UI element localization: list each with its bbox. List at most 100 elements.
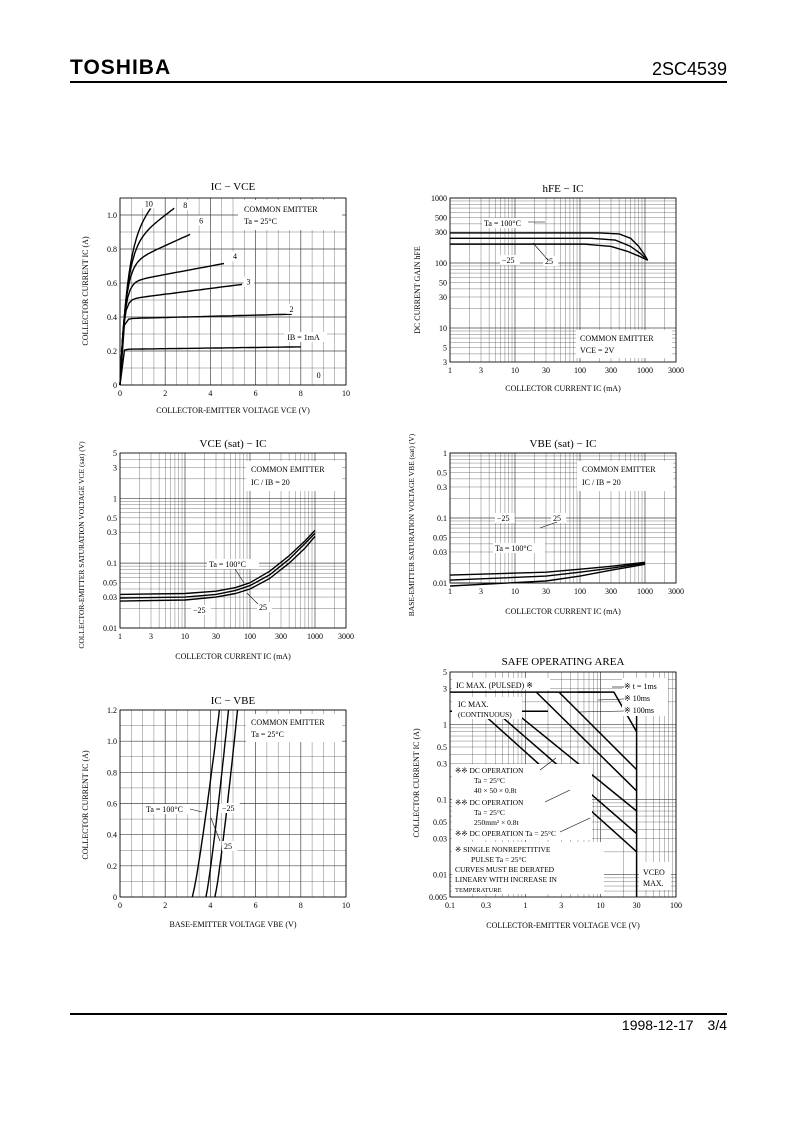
icvbe-title: IC − VBE bbox=[211, 695, 256, 707]
soa-ann-bg-5 bbox=[639, 862, 671, 890]
icvce-ytick-1: 0.2 bbox=[107, 347, 117, 356]
icvce-label-bg-3 bbox=[230, 251, 241, 262]
hfe-xtick-2: 10 bbox=[511, 366, 519, 375]
vbe-xtick-1: 3 bbox=[479, 587, 483, 596]
icvbe-cond-1: Ta = 25°C bbox=[251, 730, 284, 739]
vce-curve-0 bbox=[119, 529, 316, 596]
soa-xtick-0: 0.1 bbox=[445, 901, 455, 910]
footer-rule bbox=[70, 1013, 727, 1015]
icvce-ylabel: COLLECTOR CURRENT IC (A) bbox=[81, 236, 90, 346]
soa-ytick-0: 0.005 bbox=[429, 893, 447, 902]
hfe-xtick-0: 1 bbox=[448, 366, 452, 375]
vbe-xtick-2: 10 bbox=[511, 587, 519, 596]
vce-label-bg-1 bbox=[257, 602, 273, 612]
soa-ytick-2: 0.03 bbox=[433, 835, 447, 844]
soa-frame bbox=[449, 671, 677, 898]
icvce-label-3: 4 bbox=[233, 252, 237, 261]
vce-ytick-5: 0.5 bbox=[107, 514, 117, 523]
vbe-ytick-6: 0.01 bbox=[433, 579, 447, 588]
icvce-label-6: 10 bbox=[145, 200, 153, 209]
hfe-label-bg-2 bbox=[500, 255, 520, 265]
hfe-curve-0 bbox=[450, 232, 649, 261]
hfe-xtick-7: 3000 bbox=[668, 366, 684, 375]
soa-ytick-8: 3 bbox=[443, 685, 447, 694]
icvce-xtick-5: 10 bbox=[342, 389, 350, 398]
hfe-ytick-4: 50 bbox=[439, 279, 447, 288]
vbe-label-bg-2 bbox=[493, 543, 545, 553]
hfe-cond-bg bbox=[576, 330, 672, 358]
icvbe-ytick-4: 0.8 bbox=[107, 768, 117, 777]
vce-xtick-0: 1 bbox=[118, 632, 122, 641]
vbe-xtick-5: 300 bbox=[605, 587, 617, 596]
soa-leader-100ms bbox=[577, 710, 625, 713]
soa-leader-dc3 bbox=[559, 817, 591, 833]
vce-xtick-5: 300 bbox=[275, 632, 287, 641]
hfe-cond-1: VCE = 2V bbox=[580, 346, 615, 355]
icvce-label-bg-0 bbox=[284, 331, 328, 342]
icvce-label-1: 2 bbox=[290, 305, 294, 314]
icvce-curve-2 bbox=[119, 283, 243, 386]
vce-xtick-3: 30 bbox=[212, 632, 220, 641]
soa-ann-bg-2 bbox=[622, 678, 668, 716]
soa-ann-4-3: LINEARY WITH INCREASE IN bbox=[455, 875, 557, 884]
vbe-ytick-2: 0.3 bbox=[437, 483, 447, 492]
soa-ann-4-1: PULSE Ta = 25°C bbox=[471, 855, 527, 864]
vce-cond-bg bbox=[246, 461, 342, 491]
soa-ann-3-3: ※※ DC OPERATION bbox=[455, 798, 524, 807]
icvce-cond-bg bbox=[238, 200, 342, 230]
soa-ann-0-0: IC MAX. (PULSED) ※ bbox=[456, 681, 533, 690]
hfe-xtick-3: 30 bbox=[542, 366, 550, 375]
icvce-xtick-4: 8 bbox=[299, 389, 303, 398]
icvce-cond-1: Ta = 25°C bbox=[244, 217, 277, 226]
icvbe-xtick-1: 2 bbox=[163, 901, 167, 910]
vce-ytick-0: 0.01 bbox=[103, 624, 117, 633]
vce-frame bbox=[119, 452, 347, 629]
hfe-frame bbox=[449, 197, 677, 363]
icvbe-label-2: −25 bbox=[222, 804, 235, 813]
vce-label-0: Ta = 100°C bbox=[209, 560, 246, 569]
icvbe-curve-1 bbox=[205, 709, 230, 898]
vbe-curve-0 bbox=[449, 561, 646, 576]
hfe-label-bg-0 bbox=[482, 218, 534, 228]
soa-ann-3-2: 40 × 50 × 0.8t bbox=[474, 786, 517, 795]
icvbe-cond-0: COMMON EMITTER bbox=[251, 718, 325, 727]
soa-curve-5 bbox=[513, 710, 638, 812]
vbe-xtick-4: 100 bbox=[574, 587, 586, 596]
icvbe-label-1: 25 bbox=[224, 842, 232, 851]
vce-cond-0: COMMON EMITTER bbox=[251, 465, 325, 474]
hfe-ytick-5: 100 bbox=[435, 259, 447, 268]
icvbe-cond-bg bbox=[246, 714, 342, 742]
vbe-label-1: 25 bbox=[553, 514, 561, 523]
soa-ann-2-1: ※ 10ms bbox=[624, 694, 650, 703]
vce-xtick-6: 1000 bbox=[307, 632, 323, 641]
footer-page: 3/4 bbox=[707, 1017, 727, 1033]
hfe-leader-1 bbox=[532, 242, 549, 261]
soa-ann-4-4: TEMPERATURE bbox=[455, 887, 502, 894]
soa-xtick-3: 3 bbox=[559, 901, 563, 910]
hfe-ytick-0: 3 bbox=[443, 358, 447, 367]
icvbe-label-bg-0 bbox=[144, 804, 196, 814]
icvbe-ytick-0: 0 bbox=[113, 893, 117, 902]
hfe-ytick-2: 10 bbox=[439, 324, 447, 333]
hfe-xtick-5: 300 bbox=[605, 366, 617, 375]
soa-ann-3-4: Ta = 25°C bbox=[474, 808, 505, 817]
icvce-ytick-5: 1.0 bbox=[107, 211, 117, 220]
icvce-xtick-2: 4 bbox=[208, 389, 212, 398]
vce-ytick-2: 0.05 bbox=[103, 579, 117, 588]
hfe-ytick-3: 30 bbox=[439, 293, 447, 302]
vce-curve-1 bbox=[119, 532, 316, 599]
vce-ytick-3: 0.1 bbox=[107, 559, 117, 568]
vce-ytick-4: 0.3 bbox=[107, 528, 117, 537]
icvce-label-2: 3 bbox=[247, 278, 251, 287]
header-rule bbox=[70, 81, 727, 83]
hfe-curve-2 bbox=[450, 243, 649, 261]
vbe-label-bg-0 bbox=[495, 513, 515, 523]
soa-leader-dc2 bbox=[544, 789, 571, 803]
icvbe-leader-0 bbox=[189, 808, 203, 813]
icvce-curve-0 bbox=[119, 346, 301, 386]
hfe-xtick-6: 1000 bbox=[637, 366, 653, 375]
hfe-ytick-8: 1000 bbox=[431, 194, 447, 203]
